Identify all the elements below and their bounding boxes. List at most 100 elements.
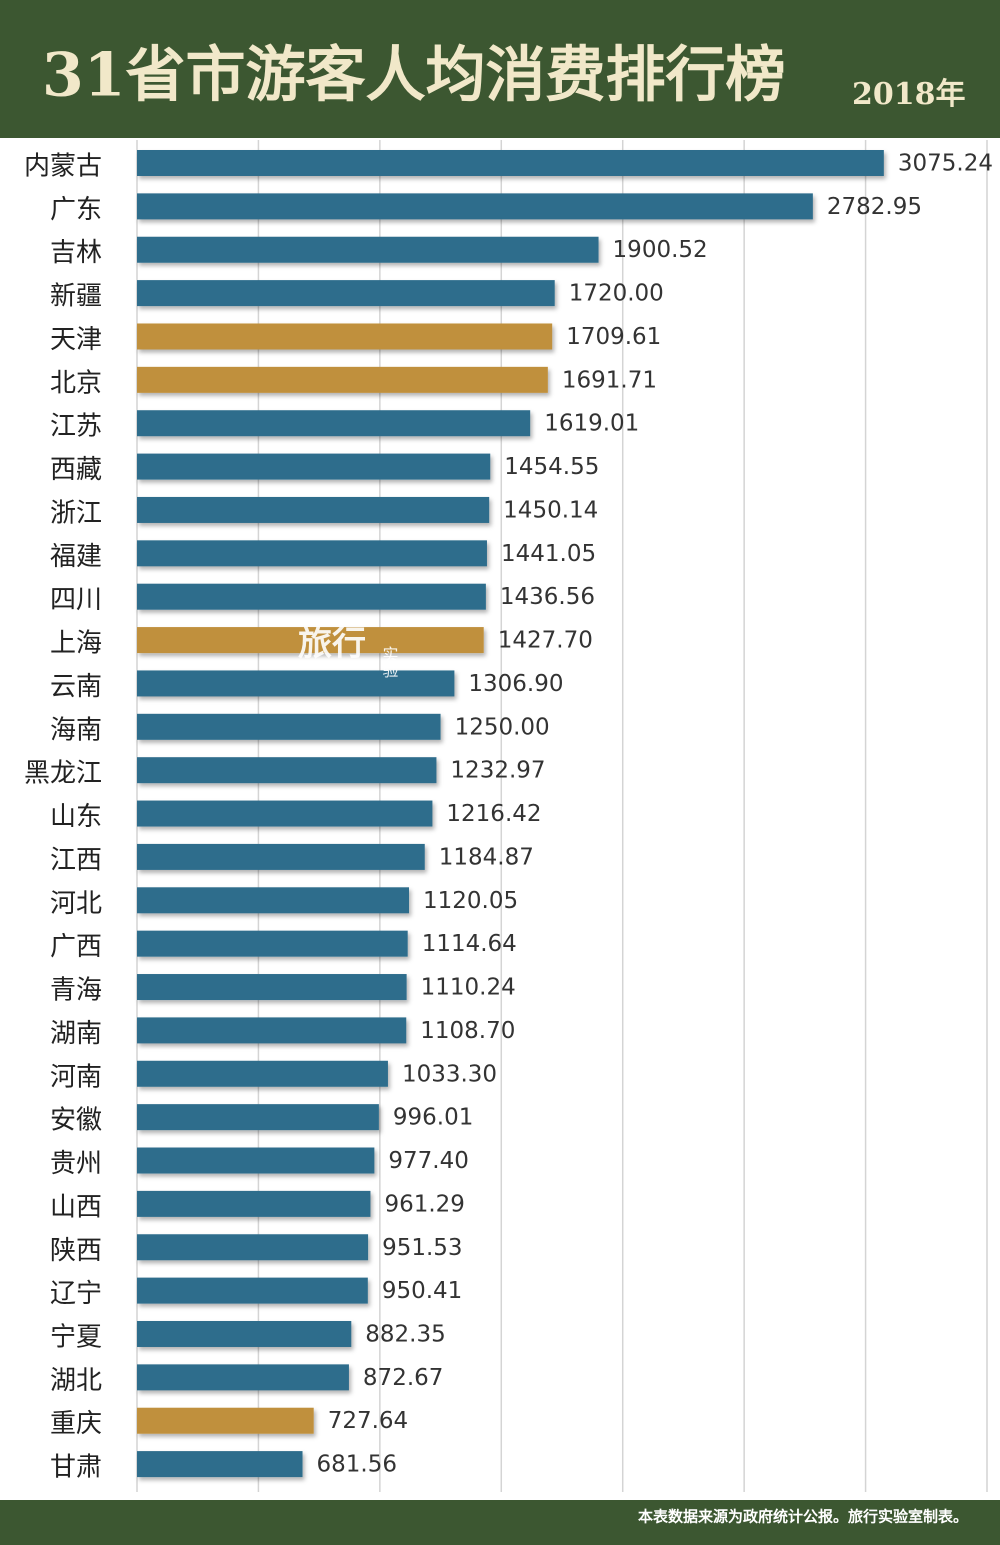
category-label: 西藏 (50, 455, 102, 485)
category-label: 浙江 (50, 498, 102, 528)
category-label: 贵州 (50, 1149, 102, 1179)
value-label: 1450.14 (503, 497, 598, 523)
chart-subtitle: 2018年 (852, 77, 966, 112)
value-label: 1619.01 (544, 411, 639, 437)
watermark: 实验 (380, 646, 399, 678)
value-label: 950.41 (382, 1278, 462, 1304)
category-label: 云南 (50, 672, 102, 702)
bar (137, 453, 491, 480)
source-note: 本表数据来源为政府统计公报。旅行实验室制表。 (638, 1508, 968, 1526)
category-label: 河北 (50, 889, 102, 919)
value-label: 1250.00 (455, 714, 550, 740)
category-label: 广东 (50, 195, 102, 225)
value-label: 961.29 (384, 1191, 464, 1217)
category-label: 安徽 (50, 1106, 102, 1136)
category-label: 宁夏 (50, 1322, 102, 1352)
bar (137, 1104, 379, 1131)
category-label: 陕西 (50, 1236, 102, 1266)
category-label: 江苏 (50, 412, 102, 442)
value-label: 1691.71 (562, 367, 657, 393)
bar (137, 280, 555, 307)
value-label: 1110.24 (421, 975, 516, 1001)
value-label: 681.56 (317, 1452, 397, 1478)
category-label: 黑龙江 (24, 759, 102, 789)
value-label: 1232.97 (450, 758, 545, 784)
bar (137, 627, 484, 654)
category-label: 上海 (50, 629, 102, 659)
bar (137, 1277, 368, 1304)
value-label: 1108.70 (420, 1018, 515, 1044)
category-label: 内蒙古 (24, 152, 102, 182)
category-label: 山东 (50, 802, 102, 832)
category-label: 湖南 (50, 1019, 102, 1049)
category-label: 北京 (50, 368, 102, 398)
bar (137, 496, 490, 523)
header-band (0, 0, 1000, 138)
bar (137, 150, 884, 176)
value-label: 1033.30 (402, 1061, 497, 1087)
value-label: 951.53 (382, 1235, 462, 1261)
bar (137, 193, 813, 220)
bar (137, 713, 441, 740)
category-label: 河南 (50, 1062, 102, 1092)
bar (137, 757, 437, 784)
footer-band (0, 1500, 1000, 1545)
bar (137, 1060, 388, 1087)
value-label: 1427.70 (498, 628, 593, 654)
bar (137, 236, 599, 263)
value-label: 1114.64 (422, 931, 517, 957)
value-label: 1454.55 (504, 454, 599, 480)
bar (137, 843, 425, 870)
bar (137, 583, 486, 610)
bar (137, 410, 531, 437)
value-label: 872.67 (363, 1365, 443, 1391)
category-label: 天津 (50, 325, 102, 355)
category-label: 福建 (50, 542, 102, 572)
category-label: 辽宁 (50, 1279, 102, 1309)
value-label: 1441.05 (501, 541, 596, 567)
value-label: 1306.90 (468, 671, 563, 697)
category-label: 吉林 (50, 238, 102, 268)
category-label: 重庆 (50, 1409, 102, 1439)
bar (137, 800, 433, 827)
category-label: 新疆 (50, 282, 102, 312)
bar (137, 1147, 375, 1174)
category-label: 海南 (50, 715, 102, 745)
bar (137, 1320, 352, 1347)
bar (137, 366, 548, 393)
value-label: 977.40 (388, 1148, 468, 1174)
category-label: 甘肃 (50, 1453, 102, 1483)
value-label: 882.35 (365, 1321, 445, 1347)
bar (137, 1451, 303, 1478)
value-label: 1720.00 (569, 281, 664, 307)
value-label: 1184.87 (439, 844, 534, 870)
bar (137, 1190, 371, 1217)
chart-title: 31省市游客人均消费排行榜 (42, 41, 786, 111)
value-label: 1216.42 (446, 801, 541, 827)
value-label: 1709.61 (566, 324, 661, 350)
bar (137, 1234, 369, 1261)
bar (137, 540, 487, 567)
bar (137, 887, 410, 914)
value-label: 996.01 (393, 1105, 473, 1131)
value-label: 1436.56 (500, 584, 595, 610)
value-label: 3075.24 (898, 151, 993, 177)
bar (137, 1017, 407, 1044)
bar (137, 670, 455, 697)
category-label: 江西 (50, 845, 102, 875)
value-label: 727.64 (328, 1408, 408, 1434)
bar (137, 974, 407, 1001)
category-label: 四川 (50, 585, 102, 615)
bar (137, 323, 553, 350)
category-label: 山西 (50, 1192, 102, 1222)
category-label: 广西 (50, 932, 102, 962)
watermark: 旅行 (298, 624, 366, 664)
value-label: 1900.52 (613, 237, 708, 263)
bar (137, 930, 408, 957)
bar (137, 1407, 314, 1434)
category-label: 湖北 (50, 1366, 102, 1396)
bar (137, 1364, 349, 1391)
value-label: 2782.95 (827, 194, 922, 220)
category-label: 青海 (50, 976, 102, 1006)
